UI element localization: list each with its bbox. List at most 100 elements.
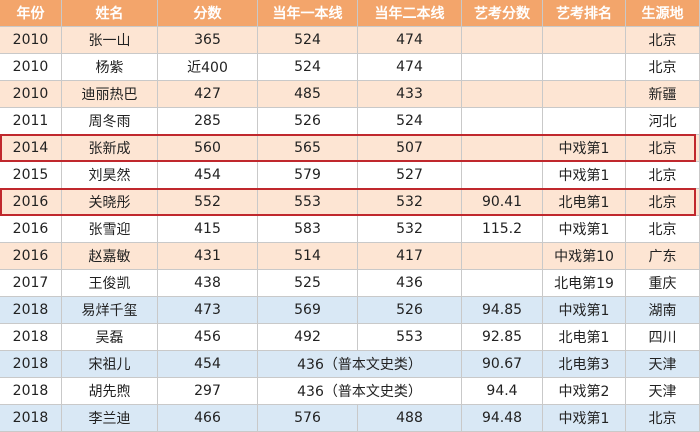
- table-cell: 579: [258, 162, 358, 189]
- table-cell: 565: [258, 135, 358, 162]
- table-cell: 2018: [0, 405, 62, 432]
- table-cell: 454: [158, 351, 258, 378]
- table-cell: 李兰迪: [62, 405, 158, 432]
- table-cell: 张新成: [62, 135, 158, 162]
- table-cell: 436（普本文史类）: [258, 378, 462, 405]
- table-cell: 485: [258, 81, 358, 108]
- table-cell: 四川: [626, 324, 700, 351]
- table-cell: 2018: [0, 324, 62, 351]
- table-cell: 2018: [0, 351, 62, 378]
- table-cell: 吴磊: [62, 324, 158, 351]
- table-cell: 北京: [626, 135, 700, 162]
- header-cell: 艺考分数: [462, 0, 543, 27]
- table-cell: 525: [258, 270, 358, 297]
- table-cell: 526: [358, 297, 462, 324]
- table-cell: [462, 243, 543, 270]
- table-cell: 河北: [626, 108, 700, 135]
- table-cell: 94.48: [462, 405, 543, 432]
- table-cell: 94.85: [462, 297, 543, 324]
- table-cell: 507: [358, 135, 462, 162]
- header-cell: 年份: [0, 0, 62, 27]
- table-cell: [543, 81, 626, 108]
- table-cell: 2017: [0, 270, 62, 297]
- table-cell: 438: [158, 270, 258, 297]
- table-cell: 560: [158, 135, 258, 162]
- table-cell: 2016: [0, 189, 62, 216]
- table-cell: 北京: [626, 54, 700, 81]
- table-cell: 553: [258, 189, 358, 216]
- table-cell: 473: [158, 297, 258, 324]
- table-cell: 532: [358, 216, 462, 243]
- table-cell: 365: [158, 27, 258, 54]
- table-cell: 92.85: [462, 324, 543, 351]
- table-cell: 474: [358, 27, 462, 54]
- table-cell: 527: [358, 162, 462, 189]
- table-cell: 北京: [626, 405, 700, 432]
- table-cell: 2016: [0, 216, 62, 243]
- table-cell: 天津: [626, 378, 700, 405]
- table-cell: 552: [158, 189, 258, 216]
- table-cell: [543, 27, 626, 54]
- table-cell: [462, 162, 543, 189]
- header-cell: 当年二本线: [358, 0, 462, 27]
- table-cell: 杨紫: [62, 54, 158, 81]
- table-cell: 广东: [626, 243, 700, 270]
- table-cell: 2014: [0, 135, 62, 162]
- table-cell: 易烊千玺: [62, 297, 158, 324]
- header-cell: 姓名: [62, 0, 158, 27]
- table-cell: 553: [358, 324, 462, 351]
- table-cell: 中戏第1: [543, 216, 626, 243]
- table-cell: 524: [258, 27, 358, 54]
- table-cell: [462, 81, 543, 108]
- table-cell: 456: [158, 324, 258, 351]
- table-cell: 近400: [158, 54, 258, 81]
- table-cell: 北电第1: [543, 324, 626, 351]
- table-cell: 新疆: [626, 81, 700, 108]
- table-cell: [462, 270, 543, 297]
- table-cell: 2010: [0, 27, 62, 54]
- table-cell: 2018: [0, 297, 62, 324]
- table-cell: 北京: [626, 216, 700, 243]
- table-cell: 297: [158, 378, 258, 405]
- table-cell: [462, 27, 543, 54]
- header-cell: 当年一本线: [258, 0, 358, 27]
- table-cell: 417: [358, 243, 462, 270]
- table-cell: 583: [258, 216, 358, 243]
- table-cell: 张一山: [62, 27, 158, 54]
- table-cell: 488: [358, 405, 462, 432]
- table-cell: 524: [258, 54, 358, 81]
- table-cell: 赵嘉敏: [62, 243, 158, 270]
- table-cell: 524: [358, 108, 462, 135]
- table-cell: 2018: [0, 378, 62, 405]
- table-cell: 北京: [626, 162, 700, 189]
- table-cell: 中戏第1: [543, 135, 626, 162]
- table-cell: 466: [158, 405, 258, 432]
- table-cell: 张雪迎: [62, 216, 158, 243]
- table-cell: 中戏第1: [543, 405, 626, 432]
- table-cell: 迪丽热巴: [62, 81, 158, 108]
- table-cell: 王俊凯: [62, 270, 158, 297]
- table-cell: [462, 135, 543, 162]
- table-cell: 北电第3: [543, 351, 626, 378]
- table-cell: 90.41: [462, 189, 543, 216]
- table-cell: 115.2: [462, 216, 543, 243]
- table-cell: 492: [258, 324, 358, 351]
- table-cell: 北京: [626, 189, 700, 216]
- table-cell: 北电第1: [543, 189, 626, 216]
- table-cell: 中戏第2: [543, 378, 626, 405]
- table-cell: 454: [158, 162, 258, 189]
- table-cell: 胡先煦: [62, 378, 158, 405]
- table-cell: 576: [258, 405, 358, 432]
- table-cell: [462, 54, 543, 81]
- table-cell: 526: [258, 108, 358, 135]
- table-cell: 427: [158, 81, 258, 108]
- table-cell: 周冬雨: [62, 108, 158, 135]
- table-cell: 285: [158, 108, 258, 135]
- table-cell: 431: [158, 243, 258, 270]
- table-cell: 2015: [0, 162, 62, 189]
- table-cell: 中戏第10: [543, 243, 626, 270]
- header-cell: 艺考排名: [543, 0, 626, 27]
- table-cell: 宋祖儿: [62, 351, 158, 378]
- table-cell: 2010: [0, 54, 62, 81]
